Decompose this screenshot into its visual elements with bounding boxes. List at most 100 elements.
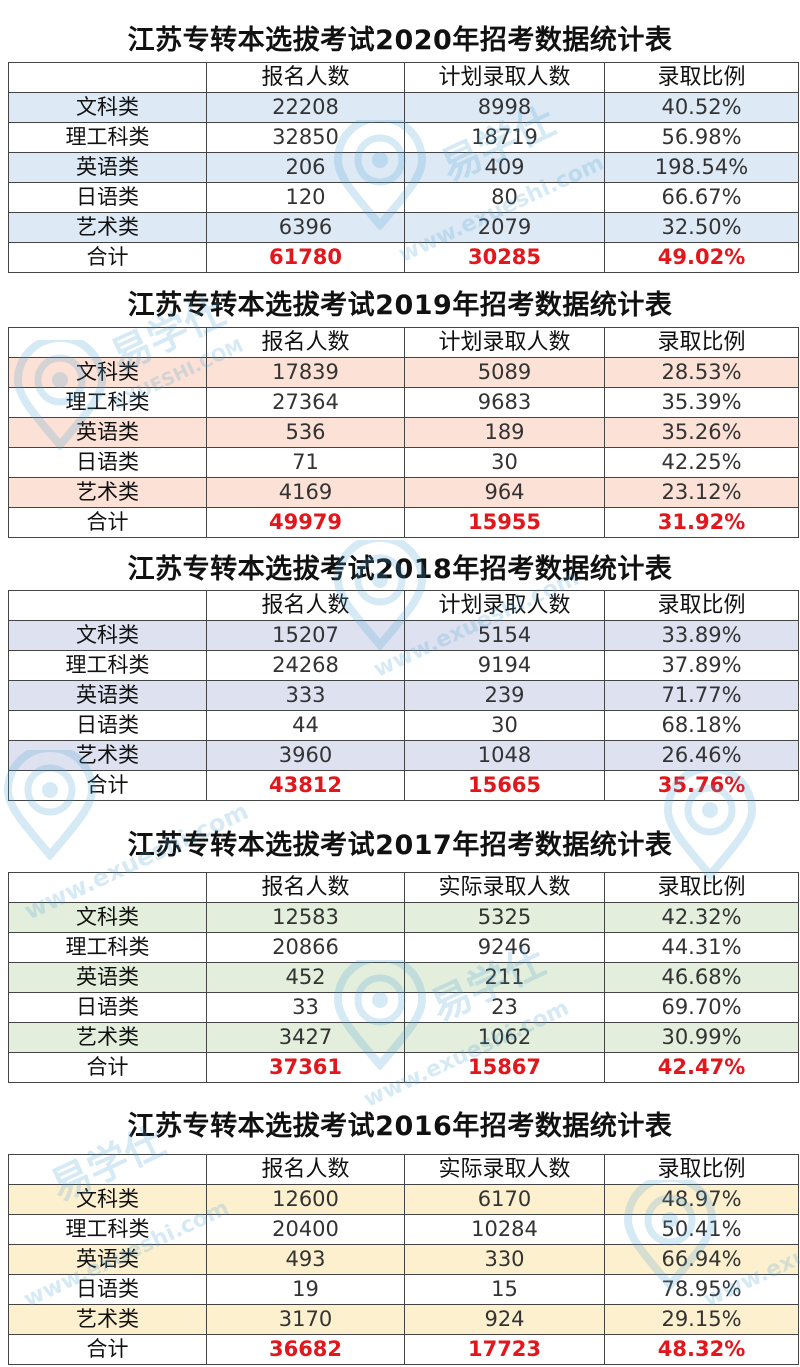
value-cell: 9683 (404, 387, 605, 418)
table-row: 理工科类 20866 9246 44.31% (8, 932, 799, 963)
total-row: 合计 36682 17723 48.32% (8, 1334, 799, 1365)
value-cell: 20866 (206, 932, 405, 963)
value-cell: 924 (404, 1304, 605, 1335)
value-cell: 27364 (206, 387, 405, 418)
table-row: 英语类 536 189 35.26% (8, 417, 799, 448)
table-row: 英语类 206 409 198.54% (8, 152, 799, 183)
value-cell: 20400 (206, 1214, 405, 1245)
category-cell: 日语类 (8, 447, 207, 478)
value-cell: 8998 (404, 92, 605, 123)
category-cell: 英语类 (8, 152, 207, 183)
category-cell: 英语类 (8, 417, 207, 448)
value-cell: 68.18% (604, 710, 799, 741)
value-cell: 24268 (206, 650, 405, 681)
header-cell: 录取比例 (604, 590, 799, 621)
value-cell: 15 (404, 1274, 605, 1305)
value-cell: 23.12% (604, 477, 799, 508)
category-cell: 理工科类 (8, 122, 207, 153)
value-cell: 493 (206, 1244, 405, 1275)
total-row: 合计 49979 15955 31.92% (8, 507, 799, 538)
value-cell: 206 (206, 152, 405, 183)
table-title: 江苏专转本选拔考试2017年招考数据统计表 (127, 830, 673, 861)
value-cell: 32850 (206, 122, 405, 153)
value-cell: 330 (404, 1244, 605, 1275)
header-cell (8, 62, 207, 93)
stats-table-2020: 报名人数 计划录取人数 录取比例 文科类 22208 8998 40.52% 理… (8, 62, 799, 273)
header-cell: 计划录取人数 (404, 590, 605, 621)
header-row: 报名人数 实际录取人数 录取比例 (8, 872, 799, 903)
value-cell: 3960 (206, 740, 405, 771)
stats-table-2017: 报名人数 实际录取人数 录取比例 文科类 12583 5325 42.32% 理… (8, 872, 799, 1083)
table-row: 日语类 44 30 68.18% (8, 710, 799, 741)
table-row: 英语类 452 211 46.68% (8, 962, 799, 993)
value-cell: 69.70% (604, 992, 799, 1023)
stats-table-2019: 报名人数 计划录取人数 录取比例 文科类 17839 5089 28.53% 理… (8, 327, 799, 538)
table-row: 艺术类 3960 1048 26.46% (8, 740, 799, 771)
header-cell: 报名人数 (206, 327, 405, 358)
value-cell: 9246 (404, 932, 605, 963)
value-cell: 409 (404, 152, 605, 183)
category-cell: 英语类 (8, 962, 207, 993)
value-cell: 50.41% (604, 1214, 799, 1245)
table-row: 理工科类 24268 9194 37.89% (8, 650, 799, 681)
value-cell: 12600 (206, 1184, 405, 1215)
table-row: 日语类 120 80 66.67% (8, 182, 799, 213)
table-title: 江苏专转本选拔考试2020年招考数据统计表 (127, 25, 673, 56)
value-cell: 28.53% (604, 357, 799, 388)
total-value: 42.47% (604, 1052, 799, 1083)
value-cell: 32.50% (604, 212, 799, 243)
value-cell: 211 (404, 962, 605, 993)
total-row: 合计 43812 15665 35.76% (8, 770, 799, 801)
value-cell: 5154 (404, 620, 605, 651)
table-row: 理工科类 32850 18719 56.98% (8, 122, 799, 153)
total-value: 15665 (404, 770, 605, 801)
header-cell: 录取比例 (604, 872, 799, 903)
header-row: 报名人数 计划录取人数 录取比例 (8, 327, 799, 358)
header-cell (8, 872, 207, 903)
value-cell: 964 (404, 477, 605, 508)
table-title: 江苏专转本选拔考试2018年招考数据统计表 (127, 554, 673, 585)
total-value: 31.92% (604, 507, 799, 538)
header-row: 报名人数 实际录取人数 录取比例 (8, 1154, 799, 1185)
table-row: 文科类 17839 5089 28.53% (8, 357, 799, 388)
value-cell: 18719 (404, 122, 605, 153)
total-value: 15867 (404, 1052, 605, 1083)
header-cell (8, 590, 207, 621)
value-cell: 42.25% (604, 447, 799, 478)
value-cell: 26.46% (604, 740, 799, 771)
category-cell: 艺术类 (8, 1304, 207, 1335)
value-cell: 120 (206, 182, 405, 213)
category-cell: 日语类 (8, 1274, 207, 1305)
value-cell: 22208 (206, 92, 405, 123)
value-cell: 35.26% (604, 417, 799, 448)
table-row: 艺术类 4169 964 23.12% (8, 477, 799, 508)
table-row: 文科类 22208 8998 40.52% (8, 92, 799, 123)
header-cell: 实际录取人数 (404, 1154, 605, 1185)
value-cell: 44.31% (604, 932, 799, 963)
category-cell: 艺术类 (8, 1022, 207, 1053)
value-cell: 6396 (206, 212, 405, 243)
total-value: 48.32% (604, 1334, 799, 1365)
value-cell: 42.32% (604, 902, 799, 933)
table-row: 日语类 71 30 42.25% (8, 447, 799, 478)
category-cell: 英语类 (8, 1244, 207, 1275)
table-row: 日语类 33 23 69.70% (8, 992, 799, 1023)
total-row: 合计 37361 15867 42.47% (8, 1052, 799, 1083)
category-cell: 文科类 (8, 92, 207, 123)
value-cell: 5089 (404, 357, 605, 388)
category-cell: 文科类 (8, 902, 207, 933)
table-row: 英语类 333 239 71.77% (8, 680, 799, 711)
value-cell: 66.94% (604, 1244, 799, 1275)
value-cell: 2079 (404, 212, 605, 243)
total-label: 合计 (8, 1052, 207, 1083)
value-cell: 48.97% (604, 1184, 799, 1215)
value-cell: 333 (206, 680, 405, 711)
header-cell: 计划录取人数 (404, 62, 605, 93)
header-cell: 报名人数 (206, 590, 405, 621)
stats-table-2016: 报名人数 实际录取人数 录取比例 文科类 12600 6170 48.97% 理… (8, 1154, 799, 1365)
total-value: 35.76% (604, 770, 799, 801)
table-title: 江苏专转本选拔考试2019年招考数据统计表 (127, 290, 673, 321)
value-cell: 10284 (404, 1214, 605, 1245)
value-cell: 15207 (206, 620, 405, 651)
value-cell: 78.95% (604, 1274, 799, 1305)
